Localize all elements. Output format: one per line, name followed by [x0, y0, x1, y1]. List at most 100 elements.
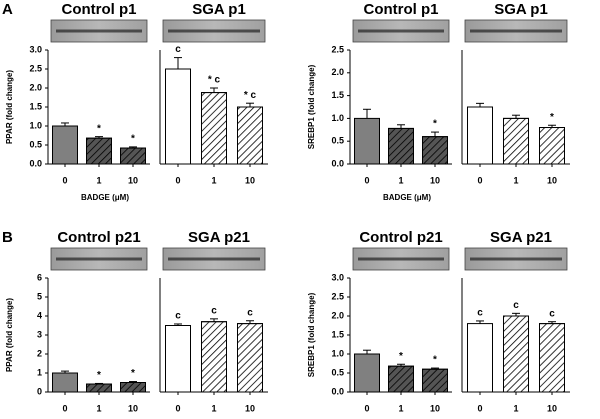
y-axis-label: PPAR (fold change)	[5, 298, 14, 372]
y-tick-label: 1.0	[29, 120, 42, 130]
y-tick-label: 2	[37, 348, 42, 358]
y-tick-label: 1.5	[331, 90, 344, 100]
x-tick-label: 0	[364, 403, 369, 413]
bar	[52, 125, 78, 165]
x-tick-label: 10	[430, 175, 440, 185]
group-title: Control p21	[359, 229, 442, 246]
bar-hatch	[86, 383, 112, 393]
y-tick-label: 0	[37, 386, 42, 396]
bar-hatch	[86, 137, 112, 165]
y-axis-label: SREBP1 (fold change)	[307, 292, 316, 377]
x-tick-label: 0	[62, 403, 67, 413]
bar-hatch	[503, 117, 529, 165]
bar-hatch	[503, 315, 529, 393]
bar	[354, 353, 380, 393]
y-tick-label: 6	[37, 272, 42, 282]
annotation: c	[513, 300, 519, 311]
x-tick-label: 10	[245, 175, 255, 185]
x-tick-label: 10	[547, 175, 557, 185]
bar-hatch	[237, 323, 263, 393]
annotation: *	[550, 112, 554, 123]
y-tick-label: 0.5	[331, 136, 344, 146]
x-tick-label: 0	[364, 175, 369, 185]
group-title: Control p1	[364, 1, 439, 18]
y-tick-label: 2.5	[331, 44, 344, 54]
annotation: c	[175, 311, 181, 322]
x-axis-label: BADGE (μM)	[383, 193, 431, 202]
x-tick-label: 1	[211, 175, 216, 185]
bar-hatch	[120, 147, 146, 165]
annotation: *	[97, 370, 101, 381]
bar-hatch	[388, 365, 414, 393]
x-tick-label: 10	[128, 175, 138, 185]
annotation: *	[399, 351, 403, 362]
x-tick-label: 1	[513, 175, 518, 185]
bar	[467, 323, 493, 393]
group-title: SGA p1	[494, 1, 548, 18]
bar	[165, 325, 191, 393]
bar-hatch	[539, 127, 565, 165]
bar-hatch	[237, 106, 263, 165]
x-tick-label: 10	[245, 403, 255, 413]
annotation: * c	[244, 90, 257, 101]
y-tick-label: 1.0	[331, 348, 344, 358]
x-tick-label: 10	[128, 403, 138, 413]
bar-hatch	[539, 323, 565, 393]
panel-letter: A	[2, 1, 13, 18]
bar	[354, 117, 380, 165]
y-tick-label: 5	[37, 291, 42, 301]
annotation: c	[211, 305, 217, 316]
x-tick-label: 1	[398, 175, 403, 185]
x-tick-label: 1	[96, 403, 101, 413]
group-title: Control p21	[57, 229, 140, 246]
annotation: c	[175, 44, 181, 55]
y-axis-label: SREBP1 (fold change)	[307, 64, 316, 149]
annotation: c	[477, 308, 483, 319]
y-tick-label: 0.0	[29, 158, 42, 168]
x-tick-label: 0	[62, 175, 67, 185]
bar-hatch	[201, 92, 227, 165]
group-title: SGA p21	[188, 229, 250, 246]
y-tick-label: 1	[37, 367, 42, 377]
annotation: *	[131, 368, 135, 379]
bar-hatch	[388, 127, 414, 165]
y-tick-label: 2.0	[29, 82, 42, 92]
panel-letter: B	[2, 229, 13, 246]
annotation: c	[549, 308, 555, 319]
x-tick-label: 0	[477, 175, 482, 185]
annotation: * c	[208, 75, 221, 86]
y-tick-label: 0.5	[29, 139, 42, 149]
group-title: SGA p1	[192, 1, 246, 18]
x-tick-label: 0	[477, 403, 482, 413]
y-tick-label: 4	[37, 310, 42, 320]
x-axis-label: BADGE (μM)	[81, 193, 129, 202]
y-tick-label: 2.0	[331, 310, 344, 320]
x-tick-label: 1	[513, 403, 518, 413]
x-tick-label: 0	[175, 403, 180, 413]
x-tick-label: 0	[175, 175, 180, 185]
group-title: Control p1	[62, 1, 137, 18]
group-title: SGA p21	[490, 229, 552, 246]
y-tick-label: 3.0	[331, 272, 344, 282]
y-axis-label: PPAR (fold change)	[5, 70, 14, 144]
bar-hatch	[120, 382, 146, 393]
y-tick-label: 0.0	[331, 386, 344, 396]
y-tick-label: 0.5	[331, 367, 344, 377]
bar-hatch	[422, 136, 448, 165]
y-tick-label: 1.0	[331, 113, 344, 123]
y-tick-label: 2.5	[331, 291, 344, 301]
bar	[467, 106, 493, 165]
annotation: *	[433, 119, 437, 130]
annotation: *	[97, 123, 101, 134]
y-tick-label: 2.0	[331, 67, 344, 77]
y-tick-label: 1.5	[331, 329, 344, 339]
y-tick-label: 1.5	[29, 101, 42, 111]
bar-hatch	[422, 368, 448, 393]
x-tick-label: 10	[430, 403, 440, 413]
x-tick-label: 1	[398, 403, 403, 413]
annotation: *	[433, 355, 437, 366]
y-tick-label: 3.0	[29, 44, 42, 54]
x-tick-label: 1	[96, 175, 101, 185]
x-tick-label: 10	[547, 403, 557, 413]
